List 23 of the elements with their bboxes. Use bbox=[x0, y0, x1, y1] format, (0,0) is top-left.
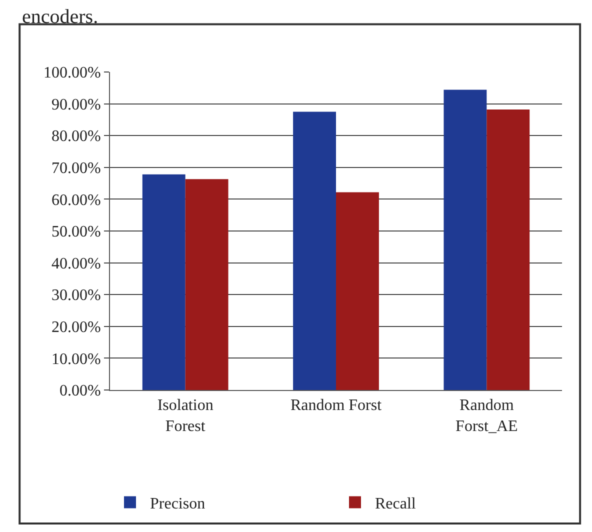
y-tick-label: 20.00% bbox=[51, 319, 101, 336]
y-tick-label: 0.00% bbox=[59, 382, 101, 400]
y-tick-label: 60.00% bbox=[51, 192, 101, 209]
bar bbox=[142, 174, 186, 390]
y-tick-label: 50.00% bbox=[51, 224, 101, 241]
bar bbox=[336, 192, 379, 390]
y-tick-label: 90.00% bbox=[51, 96, 101, 114]
x-tick-label: Isolation Forest bbox=[157, 397, 214, 435]
text: encoders. bbox=[22, 6, 98, 28]
bar bbox=[486, 110, 530, 390]
x-tick-label: Random Forst bbox=[290, 397, 382, 414]
y-tick-label: 40.00% bbox=[51, 255, 101, 272]
bar bbox=[185, 179, 228, 390]
x-tick-label: Random Forst_AE bbox=[456, 397, 518, 435]
y-tick-label: 30.00% bbox=[51, 287, 101, 304]
bar bbox=[444, 90, 487, 390]
legend-label: Recall bbox=[375, 496, 416, 513]
y-tick-label: 100.00% bbox=[43, 64, 101, 82]
legend-label: Precison bbox=[150, 496, 206, 513]
y-tick-label: 10.00% bbox=[51, 350, 101, 368]
y-tick-label: 70.00% bbox=[51, 160, 101, 177]
y-tick-label: 80.00% bbox=[51, 128, 101, 146]
bar bbox=[293, 112, 336, 390]
